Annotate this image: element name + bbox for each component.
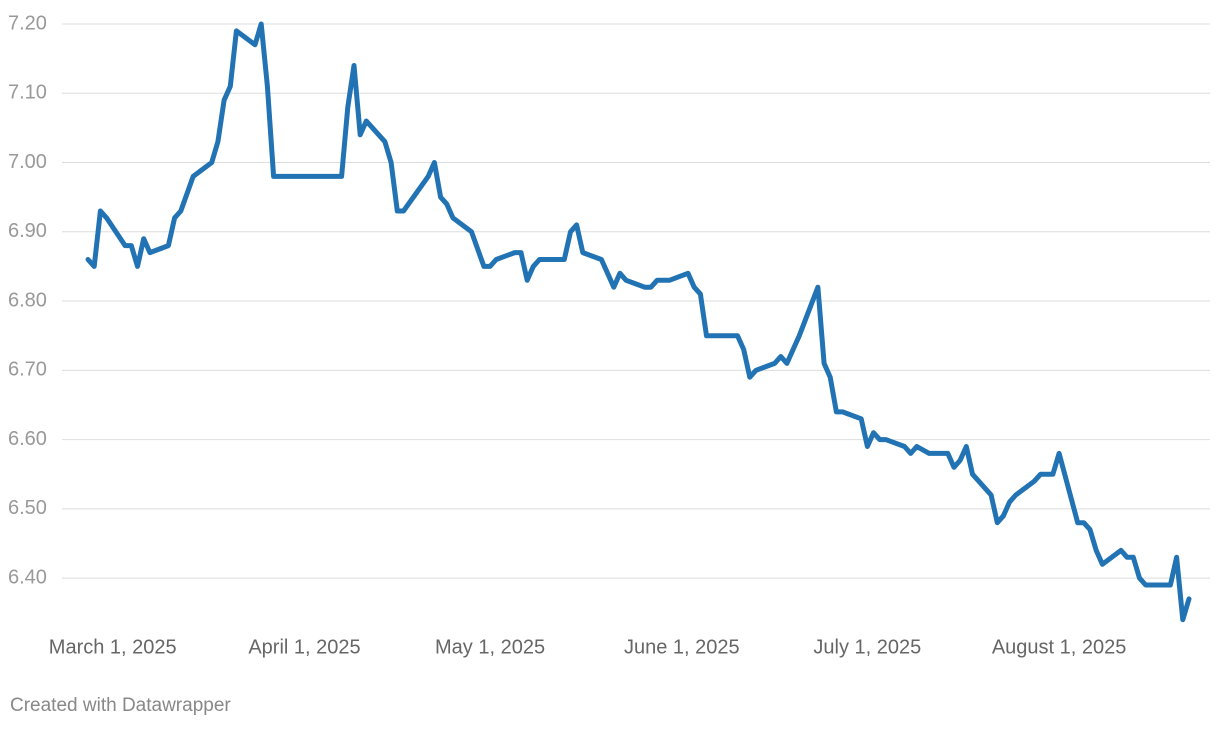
y-tick-label: 6.90 <box>8 220 47 242</box>
y-tick-label: 6.40 <box>8 566 47 588</box>
credit: Created with Datawrapper <box>10 695 231 716</box>
y-tick-label: 6.60 <box>8 428 47 450</box>
y-tick-label: 6.70 <box>8 359 47 381</box>
x-tick-label: March 1, 2025 <box>49 636 177 658</box>
x-tick-label: May 1, 2025 <box>435 636 545 658</box>
line <box>85 21 1192 623</box>
y-tick-label: 6.80 <box>8 289 47 311</box>
x-tick-label: June 1, 2025 <box>624 636 740 658</box>
y-tick-label: 7.00 <box>8 151 47 173</box>
x-tick-label: July 1, 2025 <box>813 636 921 658</box>
y-tick-label: 7.10 <box>8 82 47 104</box>
y-tick-label: 6.50 <box>8 497 47 519</box>
x-tick-label: April 1, 2025 <box>248 636 360 658</box>
y-tick-label: 7.20 <box>8 12 47 34</box>
x-tick-label: August 1, 2025 <box>992 636 1127 658</box>
